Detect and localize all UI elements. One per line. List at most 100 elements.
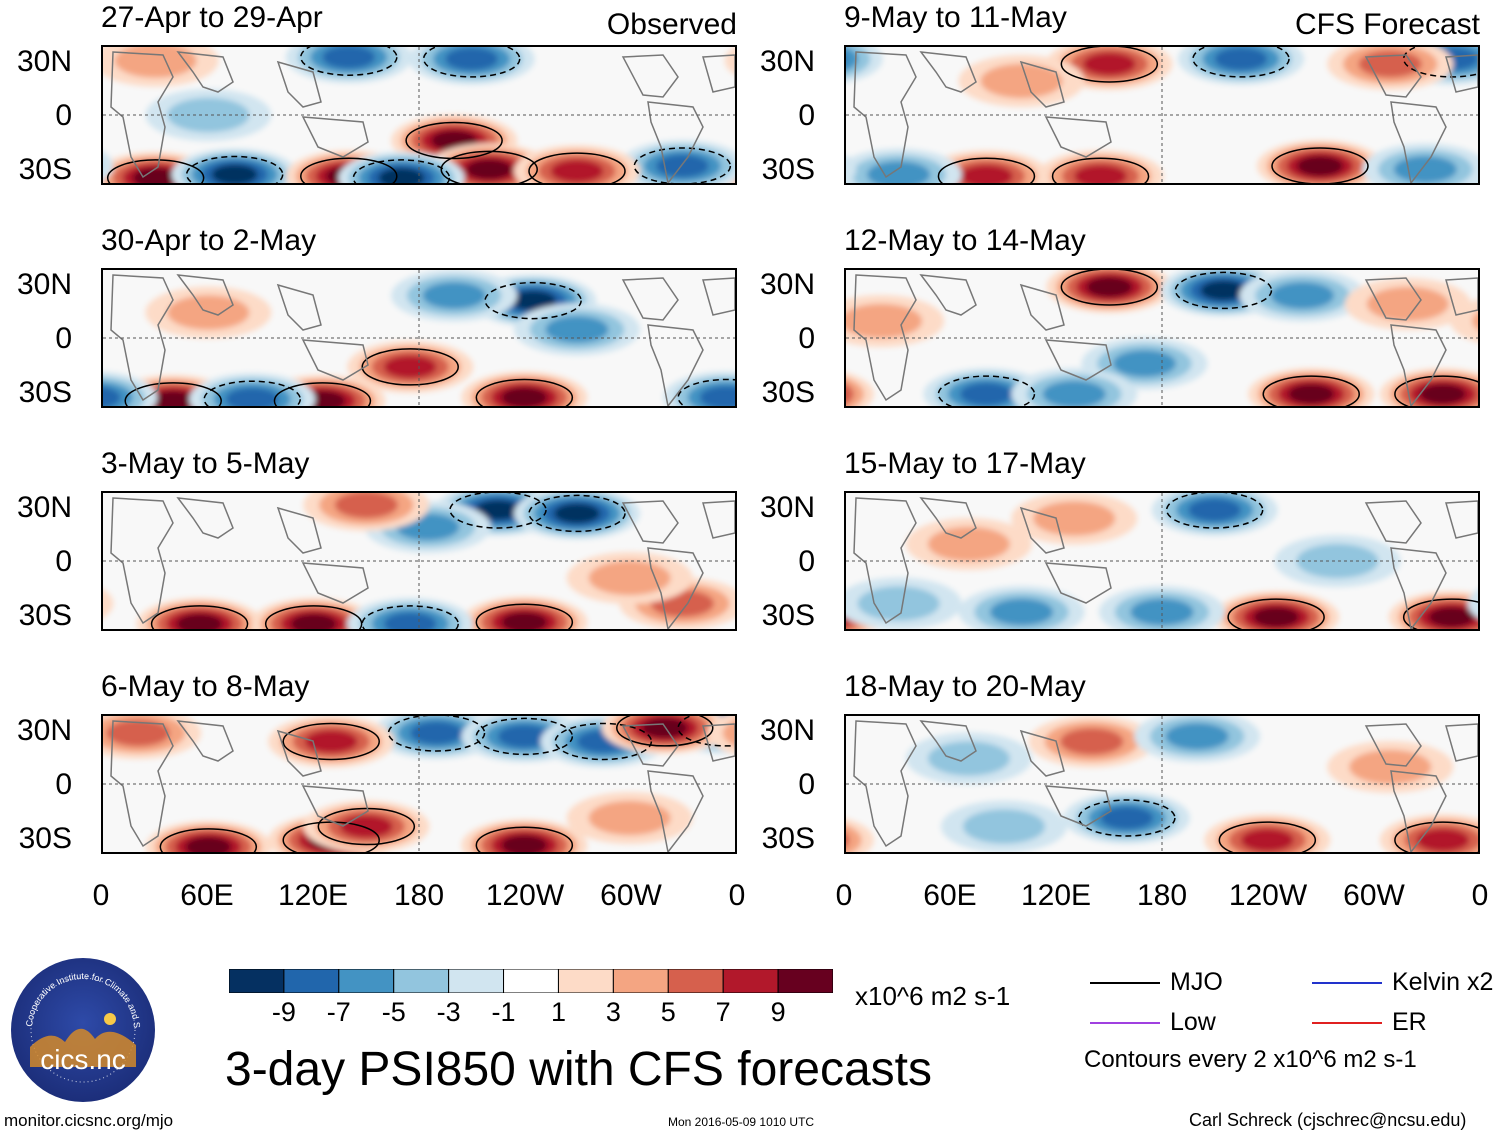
lon-tick-label: 120E (1020, 879, 1092, 912)
coastline (1445, 54, 1478, 93)
anomaly-blob (185, 836, 232, 852)
anomaly-blob (103, 589, 114, 618)
colorbar-swatch (393, 968, 450, 994)
legend-item: Low (1090, 1010, 1216, 1035)
coastline (919, 497, 977, 539)
logo-text: cics.nc (40, 1044, 126, 1075)
coastline (647, 324, 704, 406)
anomaly-blob (114, 47, 197, 78)
mjo-contour (405, 121, 503, 160)
mjo-contour (282, 821, 380, 852)
anomaly-blob (960, 382, 1013, 406)
coastline (1019, 729, 1065, 777)
panel-title: 30-Apr to 2-May (101, 224, 317, 257)
map-panel (844, 714, 1480, 854)
coastline (621, 500, 679, 544)
anomaly-blob (846, 383, 854, 405)
anomaly-blob (1297, 156, 1343, 176)
panel-title: 18-May to 20-May (844, 670, 1086, 703)
anomaly-blob (867, 161, 931, 183)
lon-tick-label: 0 (728, 879, 746, 912)
colorbar-swatch (503, 968, 559, 994)
mjo-contour (1262, 375, 1360, 406)
anomaly-blob (846, 155, 857, 183)
coastline (702, 500, 735, 539)
legend-note: Contours every 2 x10^6 m2 s-1 (1084, 1046, 1417, 1073)
colorbar-tick-label: -5 (381, 997, 406, 1027)
legend-label: MJO (1170, 968, 1223, 996)
anomaly-blob (554, 503, 600, 524)
anomaly-blob (378, 167, 425, 183)
legend-label: ER (1392, 1008, 1427, 1036)
panel-title: 9-May to 11-May (844, 1, 1067, 34)
anomaly-blob (1241, 828, 1294, 852)
colorbar-swatch (777, 968, 834, 994)
mjo-contour (449, 493, 547, 529)
mjo-contour (317, 807, 416, 846)
coastline (1390, 547, 1447, 629)
colorbar-tick-label: 3 (605, 997, 621, 1027)
colorbar-tick-label: 9 (770, 997, 786, 1027)
mjo-contour (1402, 598, 1478, 629)
coastline (919, 720, 977, 762)
column-label-observed: Observed (606, 8, 737, 41)
lat-tick-label: 30N (16, 714, 72, 747)
colorbar-swatch (283, 968, 340, 994)
legend-line-swatch (1312, 982, 1382, 985)
panel-title: 12-May to 14-May (844, 224, 1086, 257)
mjo-contour (106, 159, 205, 183)
mjo-contour (528, 152, 626, 183)
anomaly-blob (103, 151, 114, 181)
anomaly-blob (927, 526, 1010, 562)
coastline (1390, 770, 1447, 852)
colorbar-tick-label: 5 (660, 997, 676, 1027)
anomaly-blob (422, 282, 486, 309)
mjo-contour (1174, 271, 1273, 310)
anomaly-blob (1042, 380, 1106, 406)
mjo-contour (475, 603, 574, 629)
anomaly-blob (1083, 52, 1136, 76)
main-title: 3-day PSI850 with CFS forecasts (225, 1043, 932, 1096)
lat-tick-label: 30S (761, 153, 815, 186)
colorbar-swatch (228, 968, 285, 994)
mjo-contour (1394, 821, 1478, 852)
anomaly-blob (383, 355, 437, 379)
anomaly-blob (103, 386, 121, 406)
lat-tick-label: 30S (761, 822, 815, 855)
lat-tick-label: 0 (798, 545, 815, 578)
colorbar-swatch (667, 968, 724, 994)
coastline (1044, 116, 1112, 158)
anomaly-blob (699, 386, 735, 406)
anomaly-blob (1253, 607, 1300, 628)
anomaly-blob (550, 159, 604, 183)
mjo-contour (150, 605, 249, 629)
lon-tick-label: 120W (485, 879, 565, 912)
coastline (110, 720, 174, 848)
colorbar-swatch (612, 968, 669, 994)
anomaly-blob (1165, 722, 1229, 750)
lat-tick-label: 30N (16, 268, 72, 301)
mjo-contour (352, 159, 451, 183)
anomaly-blob (1296, 543, 1379, 579)
anomaly-blob (960, 164, 1013, 183)
colorbar-swatch (557, 968, 614, 994)
lon-tick-label: 60E (180, 879, 234, 912)
footer-url[interactable]: monitor.cicsnc.org/mjo (4, 1111, 174, 1130)
anomaly-blob (588, 800, 671, 836)
mjo-contour (1271, 147, 1369, 183)
legend-item: Kelvin x2 (1312, 970, 1493, 995)
coastline (1019, 283, 1065, 331)
coastline (110, 497, 174, 625)
colorbar-tick-label: 1 (550, 997, 566, 1027)
anomaly-blob (1349, 749, 1432, 785)
anomaly-blob (846, 824, 862, 852)
anomaly-blob (225, 387, 279, 406)
colorbar-units: x10^6 m2 s-1 (855, 981, 1011, 1011)
colorbar-swatch (448, 968, 505, 994)
mjo-contour (677, 716, 735, 747)
mjo-contour (475, 378, 574, 406)
colorbar-tick-label: -7 (326, 997, 351, 1027)
anomaly-blob (211, 164, 258, 183)
mjo-contour (159, 828, 258, 852)
anomaly-blob (1366, 286, 1449, 322)
